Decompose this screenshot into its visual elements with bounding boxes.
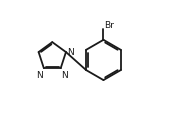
Text: N: N	[67, 48, 74, 57]
Text: N: N	[61, 70, 68, 79]
Text: N: N	[36, 70, 43, 79]
Text: Br: Br	[105, 21, 115, 30]
